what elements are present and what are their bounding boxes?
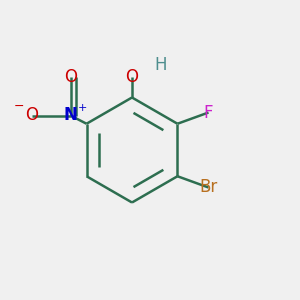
Text: O: O	[64, 68, 77, 85]
Text: +: +	[78, 103, 87, 113]
Text: O: O	[25, 106, 38, 124]
Text: F: F	[204, 103, 213, 122]
Text: H: H	[154, 56, 167, 74]
Text: −: −	[14, 100, 24, 113]
Text: O: O	[125, 68, 139, 85]
Text: N: N	[64, 106, 77, 124]
Text: Br: Br	[200, 178, 217, 196]
